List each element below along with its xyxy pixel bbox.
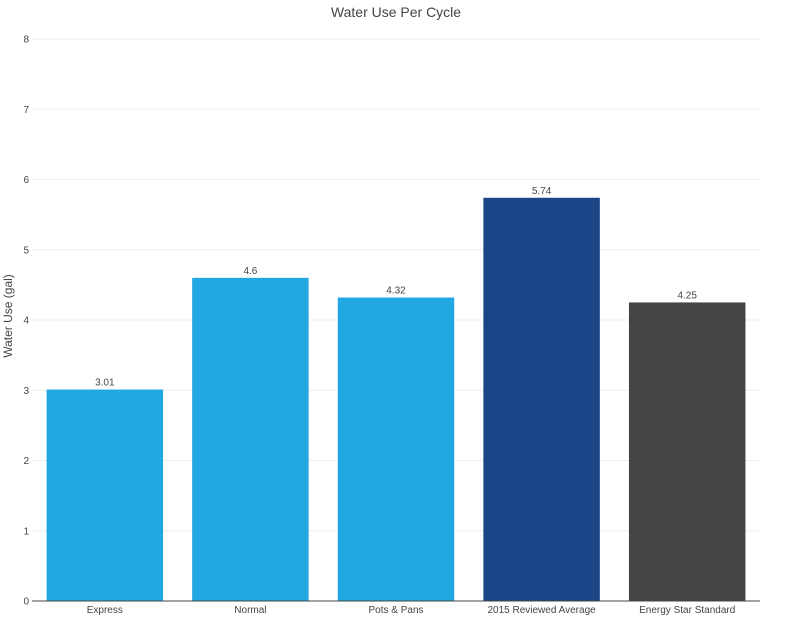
y-tick-label: 6 [23,175,29,186]
bar [337,297,455,601]
y-tick-label: 4 [23,316,29,327]
bars [46,197,746,601]
bar [192,277,309,601]
bar-value-label: 3.01 [95,378,115,389]
chart-title: Water Use Per Cycle [331,4,461,20]
x-tick-label: Pots & Pans [368,605,423,616]
bar [483,197,600,601]
bar-value-label: 4.6 [243,266,257,277]
y-tick-label: 5 [23,245,29,256]
y-tick-label: 2 [23,456,29,467]
x-axis-ticks: Express Normal Pots & Pans 2015 Reviewed Av… [87,605,736,616]
bar-value-label: 5.74 [532,186,552,197]
data-labels: 3.01 4.6 4.32 5.74 4.25 [95,186,697,389]
y-axis-ticks: 0 1 2 3 4 5 6 7 8 [23,35,29,608]
x-tick-label: Energy Star Standard [639,605,735,616]
y-tick-label: 7 [23,105,29,116]
bar-value-label: 4.32 [386,286,406,297]
y-tick-label: 8 [23,35,29,46]
y-tick-label: 1 [23,526,29,537]
bar-value-label: 4.25 [677,290,697,301]
x-tick-label: 2015 Reviewed Average [487,605,596,616]
x-tick-label: Normal [234,605,266,616]
bar [46,389,164,601]
y-tick-label: 3 [23,386,29,397]
x-tick-label: Express [87,605,123,616]
y-tick-label: 0 [23,597,29,608]
bar [628,302,746,601]
y-axis-label: Water Use (gal) [1,274,15,358]
